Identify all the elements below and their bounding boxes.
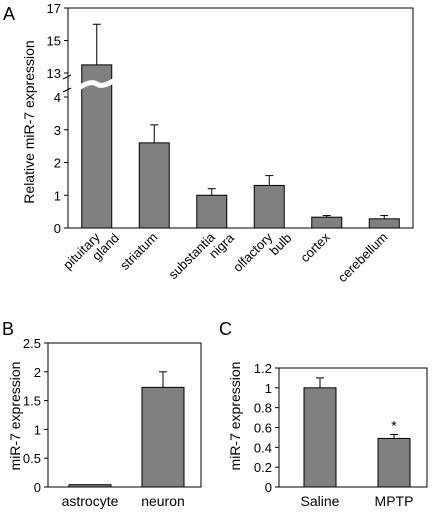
x-tick-label-line: cerebellum <box>335 230 391 286</box>
panel-c-y-axis-title: miR-7 expression <box>227 362 243 471</box>
y-tick-label: 1 <box>265 381 272 396</box>
x-tick-label: Saline <box>301 493 340 509</box>
panel-c-chart: 0 0.2 0.4 0.6 0.8 1 1.2 Saline * MPTP <box>254 361 428 509</box>
x-tick-label: substantianigra <box>165 220 237 292</box>
bar <box>368 218 400 229</box>
y-tick-label: 2.5 <box>23 336 41 351</box>
x-tick-label: pituitarygland <box>60 220 122 282</box>
panel-letter-b: B <box>2 319 14 339</box>
axis-break-mark <box>62 74 72 80</box>
y-tick-label: 1.2 <box>254 361 272 376</box>
bar <box>81 64 113 229</box>
y-tick-label: 0 <box>265 480 272 495</box>
y-tick-label: 1.5 <box>23 394 41 409</box>
y-tick-label: 1 <box>34 422 41 437</box>
y-tick-label: 4 <box>54 90 61 105</box>
y-tick-label: 0.4 <box>254 440 272 455</box>
bar <box>311 216 343 229</box>
x-tick-label-line: olfactory <box>230 229 276 275</box>
x-tick-label: olfactorybulb <box>230 220 294 284</box>
panel-letter-a: A <box>3 4 15 24</box>
x-tick-label: striatum <box>117 230 160 273</box>
bar <box>377 437 411 488</box>
y-tick-label: 13 <box>47 66 61 81</box>
x-tick-label-line: cortex <box>297 229 333 265</box>
y-tick-label: 0.8 <box>254 401 272 416</box>
x-tick-label: cortex <box>297 229 333 265</box>
panel-a-y-axis-title: Relative miR-7 expression <box>21 40 37 203</box>
panel-letter-c: C <box>219 319 232 339</box>
x-tick-label-line: striatum <box>117 230 160 273</box>
y-tick-label: 0.2 <box>254 460 272 475</box>
y-tick-label: 17 <box>47 1 61 16</box>
y-tick-label: 0 <box>54 221 61 236</box>
axis-break-mark <box>62 87 72 93</box>
y-tick-label: 2 <box>34 365 41 380</box>
x-tick-label-line: bulb <box>266 230 294 258</box>
y-tick-label: 3 <box>54 123 61 138</box>
y-tick-label: 0.6 <box>254 421 272 436</box>
plot-frame <box>67 7 414 229</box>
y-tick-label: 2 <box>54 156 61 171</box>
y-tick-label: 0.5 <box>23 451 41 466</box>
bar-break <box>77 77 117 91</box>
y-tick-label: 1 <box>54 188 61 203</box>
x-tick-label: astrocyte <box>62 493 119 509</box>
y-tick-label: 15 <box>47 34 61 49</box>
bar <box>141 386 185 488</box>
bar <box>138 142 170 229</box>
bar <box>68 484 112 488</box>
panel-b-chart: 0 0.5 1 1.5 2 2.5 astrocyte neuron <box>23 336 202 509</box>
significance-annotation: * <box>391 417 397 433</box>
y-tick-label: 0 <box>34 480 41 495</box>
bar <box>253 184 285 229</box>
plot-frame <box>47 342 202 488</box>
bar <box>196 194 228 229</box>
x-tick-label: neuron <box>141 493 185 509</box>
x-tick-label: MPTP <box>375 493 414 509</box>
panel-b-y-axis-title: miR-7 expression <box>7 362 23 471</box>
bar <box>303 387 337 488</box>
x-tick-label: cerebellum <box>335 230 391 286</box>
